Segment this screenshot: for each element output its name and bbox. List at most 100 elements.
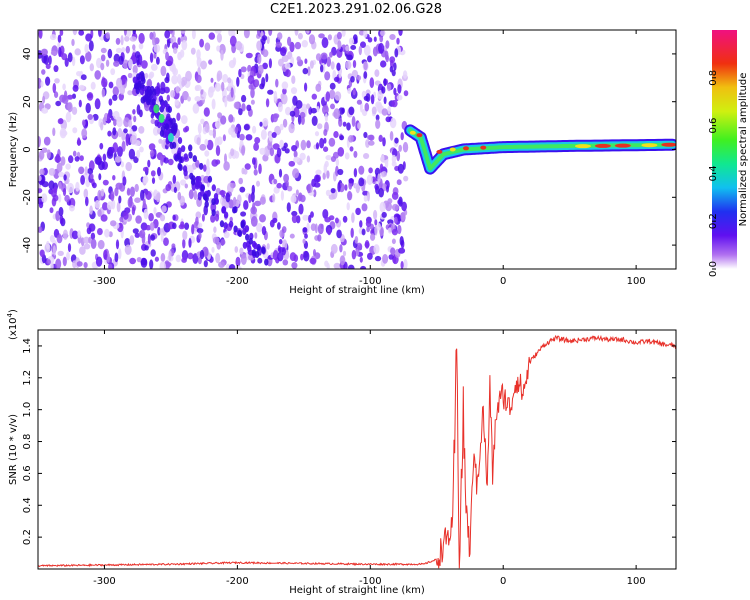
heatmap-cell	[139, 146, 144, 153]
heatmap-cell	[41, 193, 48, 203]
heatmap-cell	[212, 127, 216, 139]
heatmap-cell	[334, 76, 340, 83]
heatmap-cell	[138, 125, 145, 134]
ridge-cell	[264, 258, 269, 266]
heatmap-cell	[240, 66, 247, 73]
heatmap-cell	[58, 206, 64, 217]
heatmap-cell	[243, 168, 248, 175]
ridge-highlight	[153, 104, 160, 114]
heatmap-cell	[304, 58, 308, 64]
heatmap-cell	[325, 189, 331, 197]
heatmap-cell	[272, 143, 280, 150]
heatmap-cell	[272, 217, 278, 224]
heatmap-cell	[303, 250, 310, 262]
heatmap-cell	[287, 36, 292, 46]
heatmap-cell	[110, 220, 117, 227]
heatmap-cell	[72, 150, 77, 157]
heatmap-cell	[386, 185, 389, 193]
ridge-cell	[177, 137, 183, 144]
heatmap-cell	[204, 138, 209, 146]
heatmap-cell	[247, 64, 252, 73]
heatmap-cell	[277, 251, 284, 262]
heatmap-cell	[366, 226, 370, 233]
tone-core	[661, 142, 676, 147]
heatmap-cell	[359, 102, 363, 113]
heatmap-cell	[261, 35, 268, 41]
ridge-cell	[223, 211, 229, 219]
heatmap-cell	[374, 225, 378, 236]
ridge-cell	[146, 96, 151, 104]
heatmap-cell	[383, 78, 387, 87]
heatmap-cell	[322, 209, 329, 219]
heatmap-cell	[382, 254, 389, 264]
heatmap-cell	[358, 177, 365, 187]
heatmap-cell	[200, 118, 205, 125]
heatmap-cell	[101, 88, 106, 98]
heatmap-cell	[219, 190, 226, 196]
heatmap-cell	[146, 78, 153, 89]
heatmap-cell	[280, 93, 285, 100]
heatmap-cell	[46, 259, 51, 265]
heatmap-cell	[302, 214, 309, 221]
heatmap-cell	[333, 108, 341, 120]
heatmap-cell	[66, 251, 70, 261]
tone-core	[594, 143, 611, 148]
heatmap-cell	[326, 262, 330, 269]
heatmap-cell	[299, 111, 306, 119]
heatmap-cell	[129, 186, 135, 197]
heatmap-cell	[57, 250, 64, 256]
heatmap-cell	[352, 60, 357, 68]
heatmap-cell	[335, 165, 339, 177]
heatmap-cell	[234, 150, 240, 159]
heatmap-cell	[110, 190, 115, 202]
heatmap-cell	[117, 146, 123, 158]
heatmap-cell	[180, 30, 186, 34]
heatmap-cell	[374, 255, 382, 262]
heatmap-cell	[216, 33, 222, 43]
heatmap-cell	[248, 84, 253, 90]
heatmap-cell	[130, 134, 137, 145]
heatmap-cell	[191, 224, 195, 235]
heatmap-cell	[342, 250, 347, 257]
heatmap-cell	[39, 150, 45, 160]
heatmap-cell	[281, 81, 289, 90]
heatmap-cell	[134, 183, 139, 193]
heatmap-cell	[40, 81, 44, 88]
heatmap-cell	[283, 173, 289, 183]
heatmap-cell	[330, 188, 336, 194]
heatmap-cell	[181, 40, 188, 51]
heatmap-cell	[315, 142, 320, 150]
ridge-cell	[200, 184, 205, 192]
heatmap-cell	[311, 115, 318, 126]
heatmap-cell	[151, 177, 156, 185]
ridge-cell	[159, 129, 165, 137]
ridge-cell	[219, 220, 225, 228]
heatmap-cell	[116, 117, 123, 128]
heatmap-cell	[49, 207, 54, 214]
heatmap-cell	[277, 32, 283, 40]
heatmap-cell	[280, 47, 287, 56]
heatmap-cell	[56, 234, 63, 244]
x-tick-label: -300	[93, 576, 116, 587]
heatmap-cell	[112, 110, 120, 120]
heatmap-cell	[41, 181, 49, 188]
heatmap-cell	[333, 131, 339, 138]
heatmap-cell	[300, 253, 304, 261]
heatmap-cell	[335, 158, 340, 167]
heatmap-cell	[43, 136, 51, 146]
heatmap-cell	[266, 243, 270, 250]
heatmap-cell	[356, 242, 363, 251]
heatmap-cell	[262, 49, 269, 58]
heatmap-cell	[267, 89, 274, 95]
heatmap-cell	[308, 106, 313, 115]
heatmap-cell	[328, 215, 335, 221]
heatmap-cell	[215, 159, 221, 165]
heatmap-cell	[132, 109, 136, 115]
colorbar	[712, 30, 737, 269]
x-tick-label: 100	[627, 276, 646, 287]
heatmap-cell	[55, 210, 60, 222]
heatmap-cell	[272, 113, 280, 119]
heatmap-cell	[147, 233, 151, 245]
heatmap-cell	[98, 173, 102, 181]
ridge-cell	[195, 176, 200, 184]
